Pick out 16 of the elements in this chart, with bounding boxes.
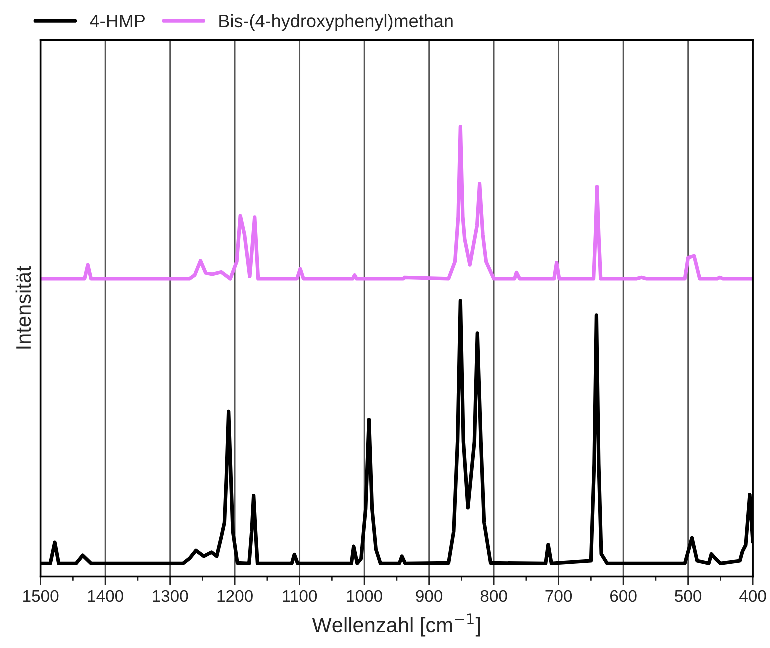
x-tick-label: 1300 [153,590,188,602]
x-tick-label: 1200 [218,590,253,602]
legend-label: Bis-(4-hydroxyphenyl)methan [220,14,453,32]
x-tick-label: 1400 [88,590,124,602]
y-axis-title: Intensität [16,266,32,349]
x-axis-title: Wellenzahl [cm$^{−1}$] [312,614,480,637]
x-tick-label: 1000 [347,590,382,602]
x-tick-label: 600 [610,590,637,602]
x-tick-label: 800 [480,590,508,602]
x-tick-label: 1100 [283,590,318,602]
x-tick-label: 700 [546,590,572,602]
x-tick-label: 900 [416,590,443,602]
legend-label: 4-HMP [90,14,145,28]
x-tick-label: 1500 [24,590,59,602]
x-tick-label: 500 [675,590,702,602]
x-tick-label: 400 [740,590,766,602]
